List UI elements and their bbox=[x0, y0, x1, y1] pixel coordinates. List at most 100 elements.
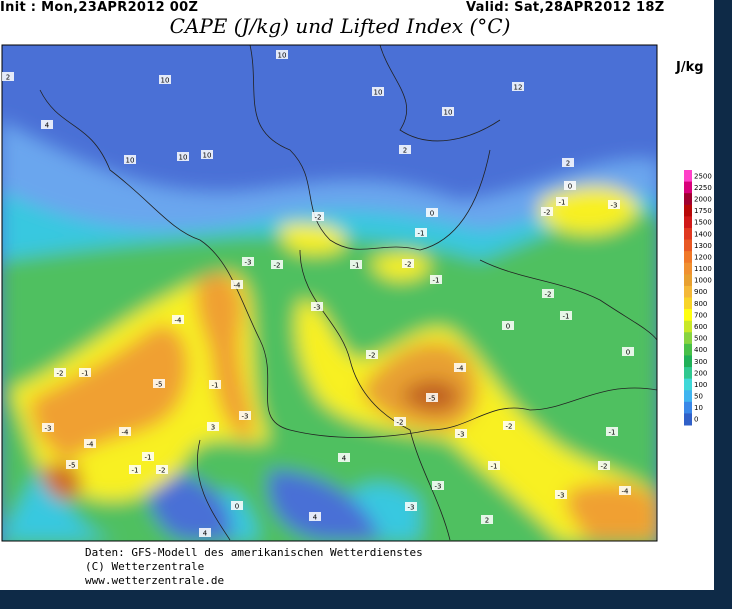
lifted-index-label: -3 bbox=[558, 492, 565, 500]
label-box bbox=[271, 260, 283, 269]
legend-swatch bbox=[684, 390, 692, 403]
label-box bbox=[415, 228, 427, 237]
footer-line: (C) Wetterzentrale bbox=[85, 560, 205, 573]
label-box bbox=[242, 257, 254, 266]
label-box bbox=[177, 152, 189, 161]
lifted-index-label: -1 bbox=[145, 454, 152, 462]
label-box bbox=[312, 212, 324, 221]
legend-swatch bbox=[684, 274, 692, 287]
legend-label: 0 bbox=[694, 416, 698, 424]
legend-label: 1200 bbox=[694, 253, 712, 261]
label-box bbox=[606, 427, 618, 436]
lifted-index-label: -1 bbox=[353, 262, 360, 270]
label-box bbox=[405, 502, 417, 511]
label-box bbox=[426, 208, 438, 217]
label-box bbox=[159, 75, 171, 84]
lifted-index-label: -1 bbox=[418, 230, 425, 238]
legend-label: 1500 bbox=[694, 219, 712, 227]
label-box bbox=[512, 82, 524, 91]
lifted-index-label: 10 bbox=[179, 154, 188, 162]
map-title: CAPE (J/kg) und Lifted Index (°C) bbox=[169, 14, 511, 38]
lifted-index-label: 2 bbox=[6, 74, 10, 82]
label-box bbox=[372, 87, 384, 96]
lifted-index-label: 10 bbox=[374, 89, 383, 97]
map-border bbox=[1, 44, 658, 542]
label-box bbox=[502, 321, 514, 330]
lifted-index-label: -3 bbox=[435, 483, 442, 491]
legend-swatch bbox=[684, 181, 692, 194]
lifted-index-label: -1 bbox=[433, 277, 440, 285]
legend-label: 2000 bbox=[694, 195, 712, 203]
lifted-index-label: -2 bbox=[601, 463, 608, 471]
lifted-index-label: -1 bbox=[559, 199, 566, 207]
lifted-index-label: -4 bbox=[457, 365, 465, 373]
lifted-index-label: 0 bbox=[568, 183, 572, 191]
label-box bbox=[399, 145, 411, 154]
footer: Daten: GFS-Modell des amerikanischen Wet… bbox=[85, 546, 423, 588]
lifted-index-label: -1 bbox=[82, 370, 89, 378]
legend-unit: J/kg bbox=[676, 60, 704, 75]
lifted-index-label: -1 bbox=[132, 467, 139, 475]
lifted-index-label: -4 bbox=[122, 429, 130, 437]
label-box bbox=[172, 315, 184, 324]
label-box bbox=[555, 490, 567, 499]
label-box bbox=[542, 289, 554, 298]
legend-label: 100 bbox=[694, 381, 707, 389]
lifted-index-label: -1 bbox=[563, 313, 570, 321]
legend-swatch bbox=[684, 309, 692, 322]
lifted-index-label: 10 bbox=[203, 152, 212, 160]
legend-swatch bbox=[684, 170, 692, 183]
lifted-index-label: -2 bbox=[405, 261, 412, 269]
label-box bbox=[402, 259, 414, 268]
lifted-index-label: 4 bbox=[203, 530, 208, 538]
label-box bbox=[432, 481, 444, 490]
label-box bbox=[2, 72, 14, 81]
lifted-index-label: -2 bbox=[57, 370, 64, 378]
init-time: Init : Mon,23APR2012 00Z bbox=[0, 0, 199, 15]
label-box bbox=[608, 200, 620, 209]
lifted-index-label: -3 bbox=[314, 304, 321, 312]
label-box bbox=[598, 461, 610, 470]
lifted-index-label: 4 bbox=[45, 122, 50, 130]
lifted-index-label: -3 bbox=[245, 259, 252, 267]
lifted-index-label: -2 bbox=[274, 262, 281, 270]
lifted-index-label: -2 bbox=[544, 209, 551, 217]
label-box bbox=[454, 363, 466, 372]
label-box bbox=[42, 423, 54, 432]
label-box bbox=[560, 311, 572, 320]
lifted-index-label: -4 bbox=[87, 441, 95, 449]
legend-swatch bbox=[684, 332, 692, 345]
legend-label: 600 bbox=[694, 323, 707, 331]
legend-swatch bbox=[684, 343, 692, 356]
legend-swatch bbox=[684, 355, 692, 368]
label-box bbox=[481, 515, 493, 524]
legend-label: 1300 bbox=[694, 242, 712, 250]
lifted-index-label: 0 bbox=[626, 349, 630, 357]
footer-line: Daten: GFS-Modell des amerikanischen Wet… bbox=[85, 546, 423, 559]
legend-label: 1000 bbox=[694, 277, 712, 285]
lifted-index-label: -1 bbox=[609, 429, 616, 437]
label-box bbox=[156, 465, 168, 474]
lifted-index-label: -2 bbox=[506, 423, 513, 431]
legend-swatch bbox=[684, 401, 692, 414]
lifted-index-label: -4 bbox=[234, 282, 242, 290]
label-box bbox=[129, 465, 141, 474]
lifted-index-label: -5 bbox=[69, 462, 76, 470]
label-box bbox=[201, 150, 213, 159]
lifted-index-label: 0 bbox=[430, 210, 434, 218]
lifted-index-label: 10 bbox=[444, 109, 453, 117]
label-box bbox=[209, 380, 221, 389]
lifted-index-label: -3 bbox=[408, 504, 415, 512]
legend-swatch bbox=[684, 285, 692, 298]
label-box bbox=[124, 155, 136, 164]
lifted-index-label: -3 bbox=[611, 202, 618, 210]
label-box bbox=[41, 120, 53, 129]
label-box bbox=[619, 486, 631, 495]
label-box bbox=[338, 453, 350, 462]
legend-swatch bbox=[684, 204, 692, 217]
label-box bbox=[562, 158, 574, 167]
legend-label: 400 bbox=[694, 346, 707, 354]
legend-swatch bbox=[684, 297, 692, 310]
label-box bbox=[564, 181, 576, 190]
